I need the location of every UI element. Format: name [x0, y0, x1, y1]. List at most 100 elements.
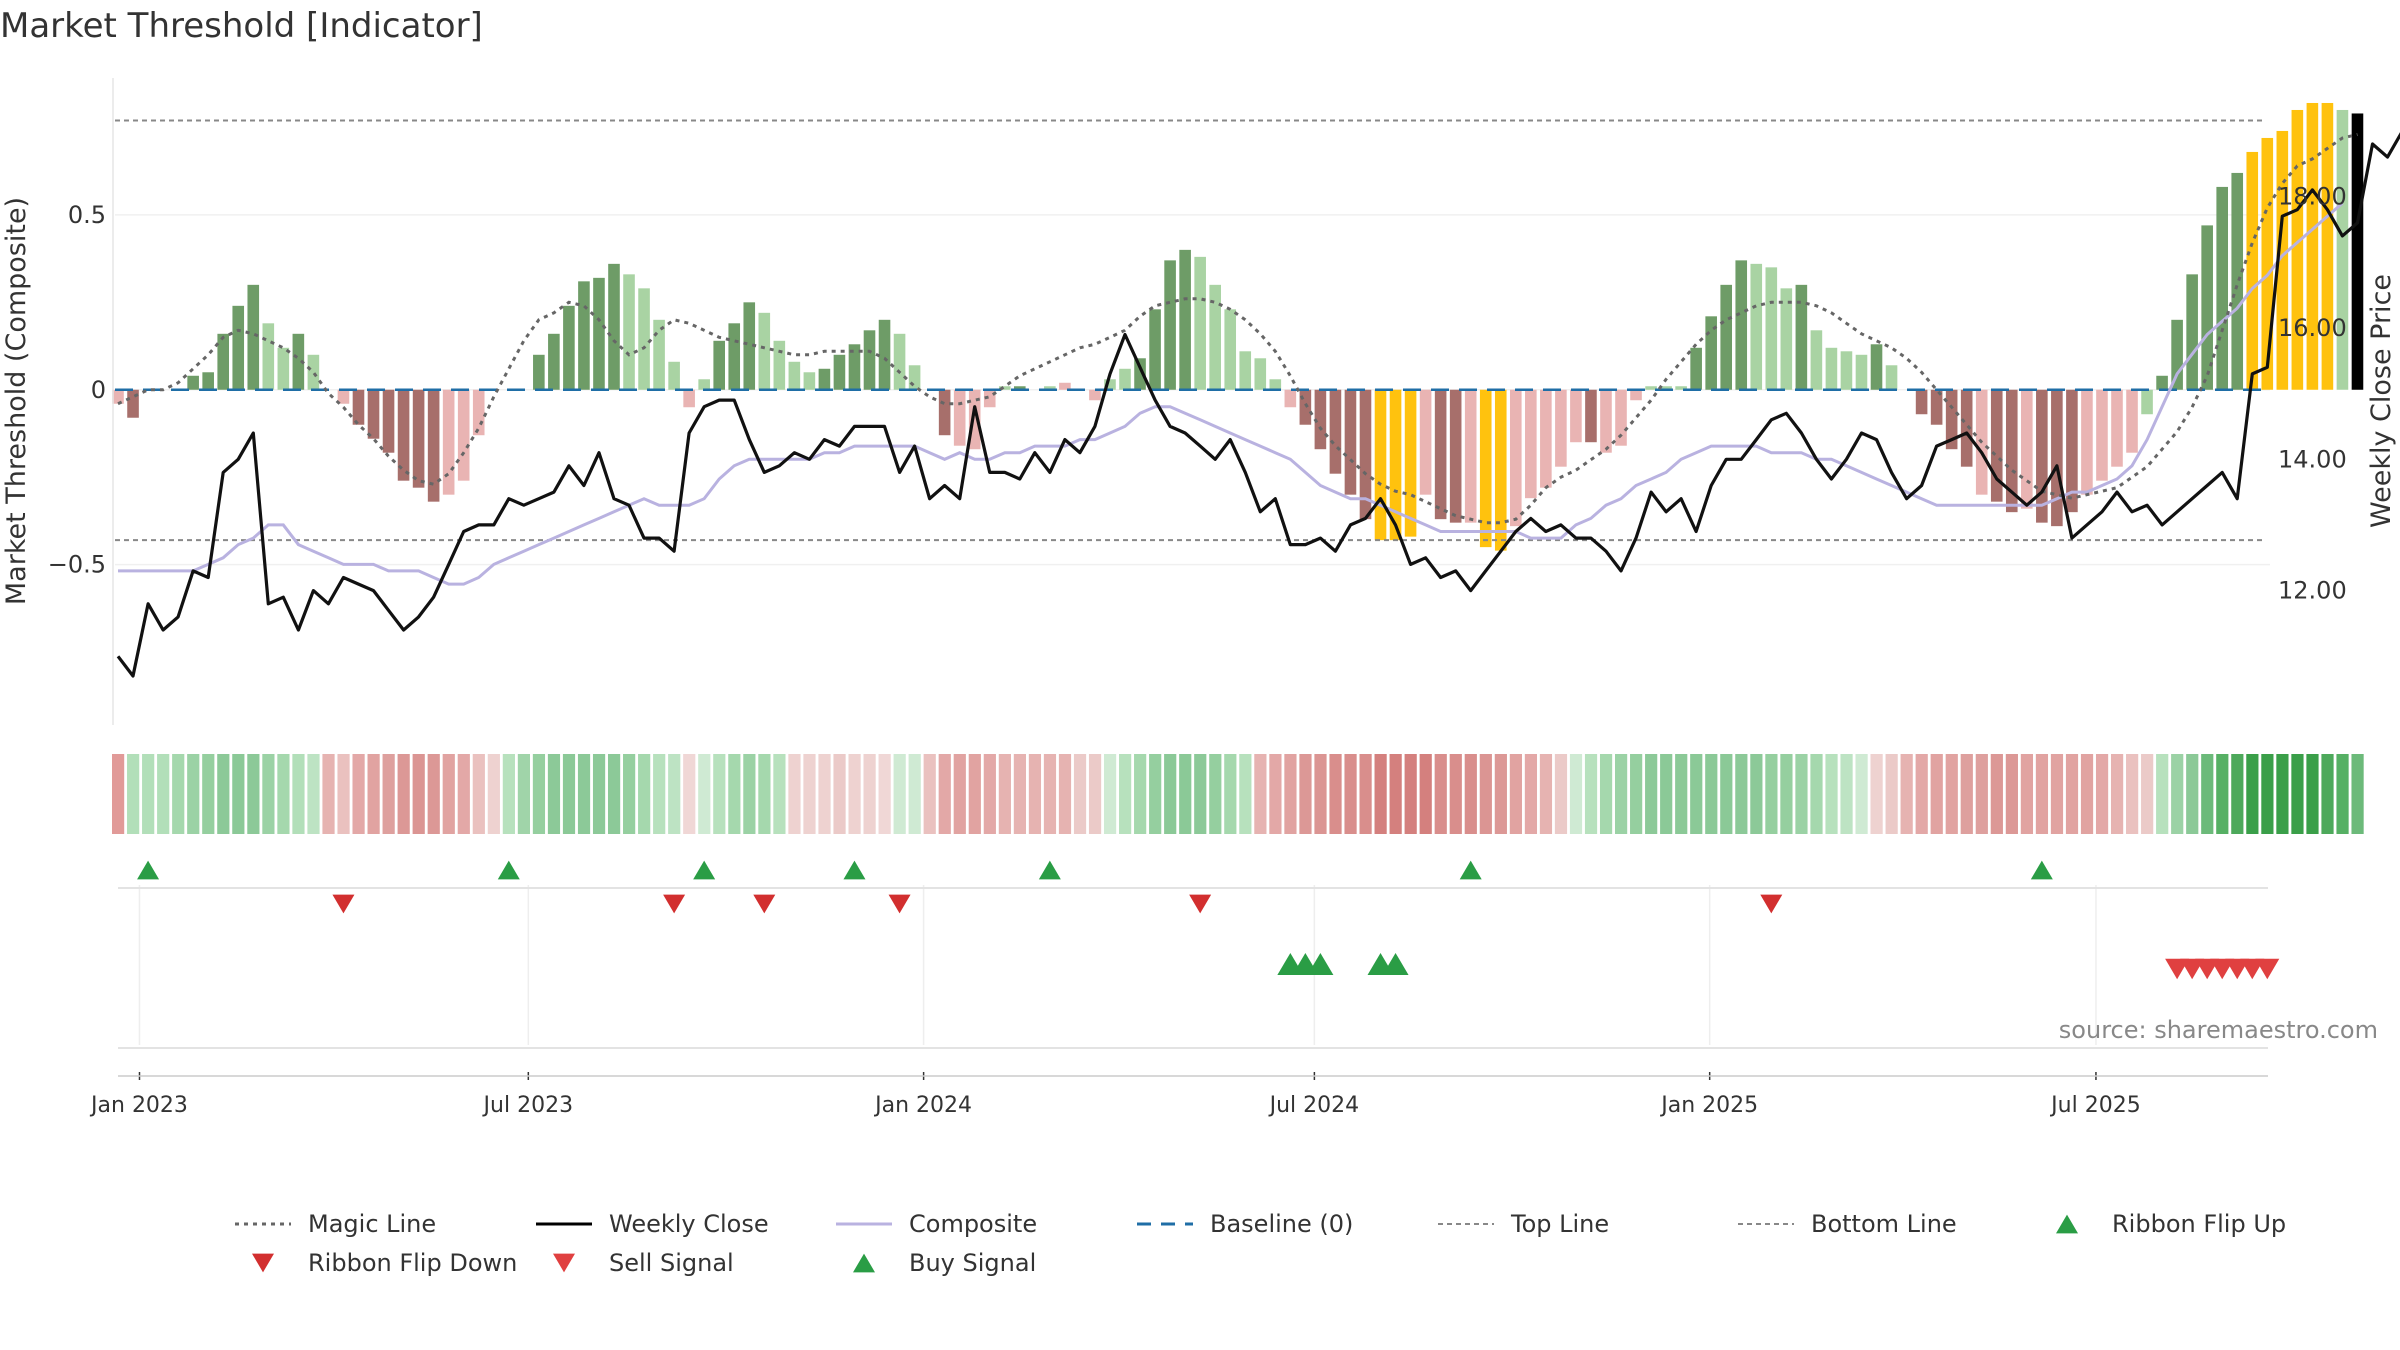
- ribbon-flip-up-marker: [137, 860, 160, 880]
- composite-bar: [1194, 256, 1206, 390]
- composite-bar: [2351, 113, 2364, 390]
- ribbon-cell: [653, 754, 666, 834]
- composite-bar: [683, 389, 695, 408]
- ribbon-cell: [863, 754, 876, 834]
- ribbon-cell: [2276, 754, 2289, 834]
- composite-bar: [187, 375, 199, 390]
- composite-bar: [457, 389, 470, 481]
- ribbon-cell: [232, 754, 245, 834]
- ribbon-cell: [2050, 754, 2064, 834]
- composite-bar: [2066, 389, 2078, 513]
- ribbon-cell: [1705, 754, 1718, 834]
- composite-bar: [1780, 288, 1793, 390]
- composite-bar: [953, 389, 966, 446]
- ribbon-cell: [172, 754, 185, 834]
- composite-bar: [2231, 172, 2244, 390]
- ribbon-cell: [442, 754, 455, 834]
- composite-bar: [1449, 389, 1462, 523]
- ribbon-cell: [1329, 754, 1342, 834]
- composite-bar: [698, 379, 710, 390]
- composite-bar: [1329, 389, 1342, 474]
- ribbon-cell: [517, 754, 531, 834]
- ribbon-cell: [502, 754, 515, 834]
- composite-bar: [533, 354, 545, 390]
- composite-bar: [2036, 389, 2048, 523]
- ribbon-cell: [1103, 754, 1117, 834]
- ribbon-flip-down-marker: [753, 894, 776, 914]
- composite-bar: [202, 372, 214, 390]
- composite-bar: [1089, 389, 1101, 401]
- ribbon-cell: [2171, 754, 2184, 834]
- composite-bar: [638, 288, 650, 390]
- ribbon-cell: [1855, 754, 1868, 834]
- composite-bar: [548, 333, 560, 390]
- ribbon-cell: [2336, 754, 2349, 834]
- composite-bar: [1209, 284, 1221, 390]
- ribbon-cell: [2020, 754, 2034, 834]
- composite-bar: [1149, 309, 1161, 390]
- ribbon-cell: [1134, 754, 1147, 834]
- ribbon-cell: [713, 754, 726, 834]
- ribbon-cell: [352, 754, 365, 834]
- y-right-tick-label: 16.00: [2278, 314, 2347, 342]
- sell-signal-marker: [2180, 958, 2205, 980]
- composite-bar: [863, 330, 876, 390]
- ribbon-flip-up-marker: [1038, 860, 1061, 880]
- ribbon-cell: [1284, 754, 1297, 834]
- ribbon-flip-down-marker: [332, 894, 355, 914]
- composite-bar: [1434, 389, 1447, 520]
- composite-bar: [1765, 267, 1778, 390]
- ribbon-cell: [1043, 754, 1057, 834]
- ribbon-flip-down-marker: [663, 894, 686, 914]
- ribbon-cell: [1058, 754, 1072, 834]
- legend-label: Buy Signal: [909, 1249, 1036, 1277]
- composite-bar: [803, 372, 816, 390]
- ribbon-cell: [2186, 754, 2199, 834]
- ribbon-cell: [2261, 754, 2274, 834]
- composite-bar: [2261, 137, 2274, 390]
- legend-swatch-triangle-down: [553, 1253, 575, 1273]
- composite-bar: [2141, 389, 2153, 415]
- ribbon-cell: [1660, 754, 1673, 834]
- composite-bar: [1239, 351, 1252, 390]
- ribbon-cell: [2246, 754, 2259, 834]
- ribbon-cell: [127, 754, 140, 834]
- ribbon-cell: [112, 754, 125, 834]
- composite-bar: [337, 389, 350, 404]
- legend-label: Sell Signal: [609, 1249, 734, 1277]
- ribbon-cell: [2035, 754, 2049, 834]
- ribbon-cell: [262, 754, 275, 834]
- composite-bar: [412, 389, 425, 488]
- composite-bar: [217, 333, 230, 390]
- composite-bar: [788, 361, 801, 390]
- ribbon-cell: [367, 754, 380, 834]
- ribbon-cell: [1254, 754, 1267, 834]
- ribbon-cell: [623, 754, 636, 834]
- ribbon-cell: [1494, 754, 1507, 834]
- ribbon-cell: [1870, 754, 1883, 834]
- ribbon-cell: [457, 754, 470, 834]
- ribbon-cell: [547, 754, 561, 834]
- composite-bar: [1314, 389, 1327, 450]
- ribbon-strip: [112, 754, 2364, 834]
- composite-bar: [1795, 284, 1808, 390]
- composite-bar: [1134, 358, 1146, 390]
- composite-bar: [878, 319, 891, 390]
- ribbon-cell: [1464, 754, 1477, 834]
- composite-bar: [593, 277, 605, 390]
- composite-bar: [2336, 109, 2349, 390]
- x-tick-label: Jan 2024: [873, 1093, 972, 1118]
- sell-signal-marker: [2195, 958, 2220, 980]
- composite-bar: [1870, 344, 1883, 390]
- composite-bar: [232, 305, 245, 390]
- composite-bar: [2021, 389, 2033, 509]
- ribbon-cell: [1028, 754, 1042, 834]
- composite-bar: [1630, 389, 1642, 401]
- composite-bar: [2126, 389, 2138, 453]
- composite-bar: [1479, 389, 1492, 548]
- ribbon-cell: [1209, 754, 1222, 834]
- ribbon-cell: [1194, 754, 1207, 834]
- x-tick-label: Jul 2024: [1268, 1093, 1360, 1118]
- composite-bar: [1344, 389, 1357, 495]
